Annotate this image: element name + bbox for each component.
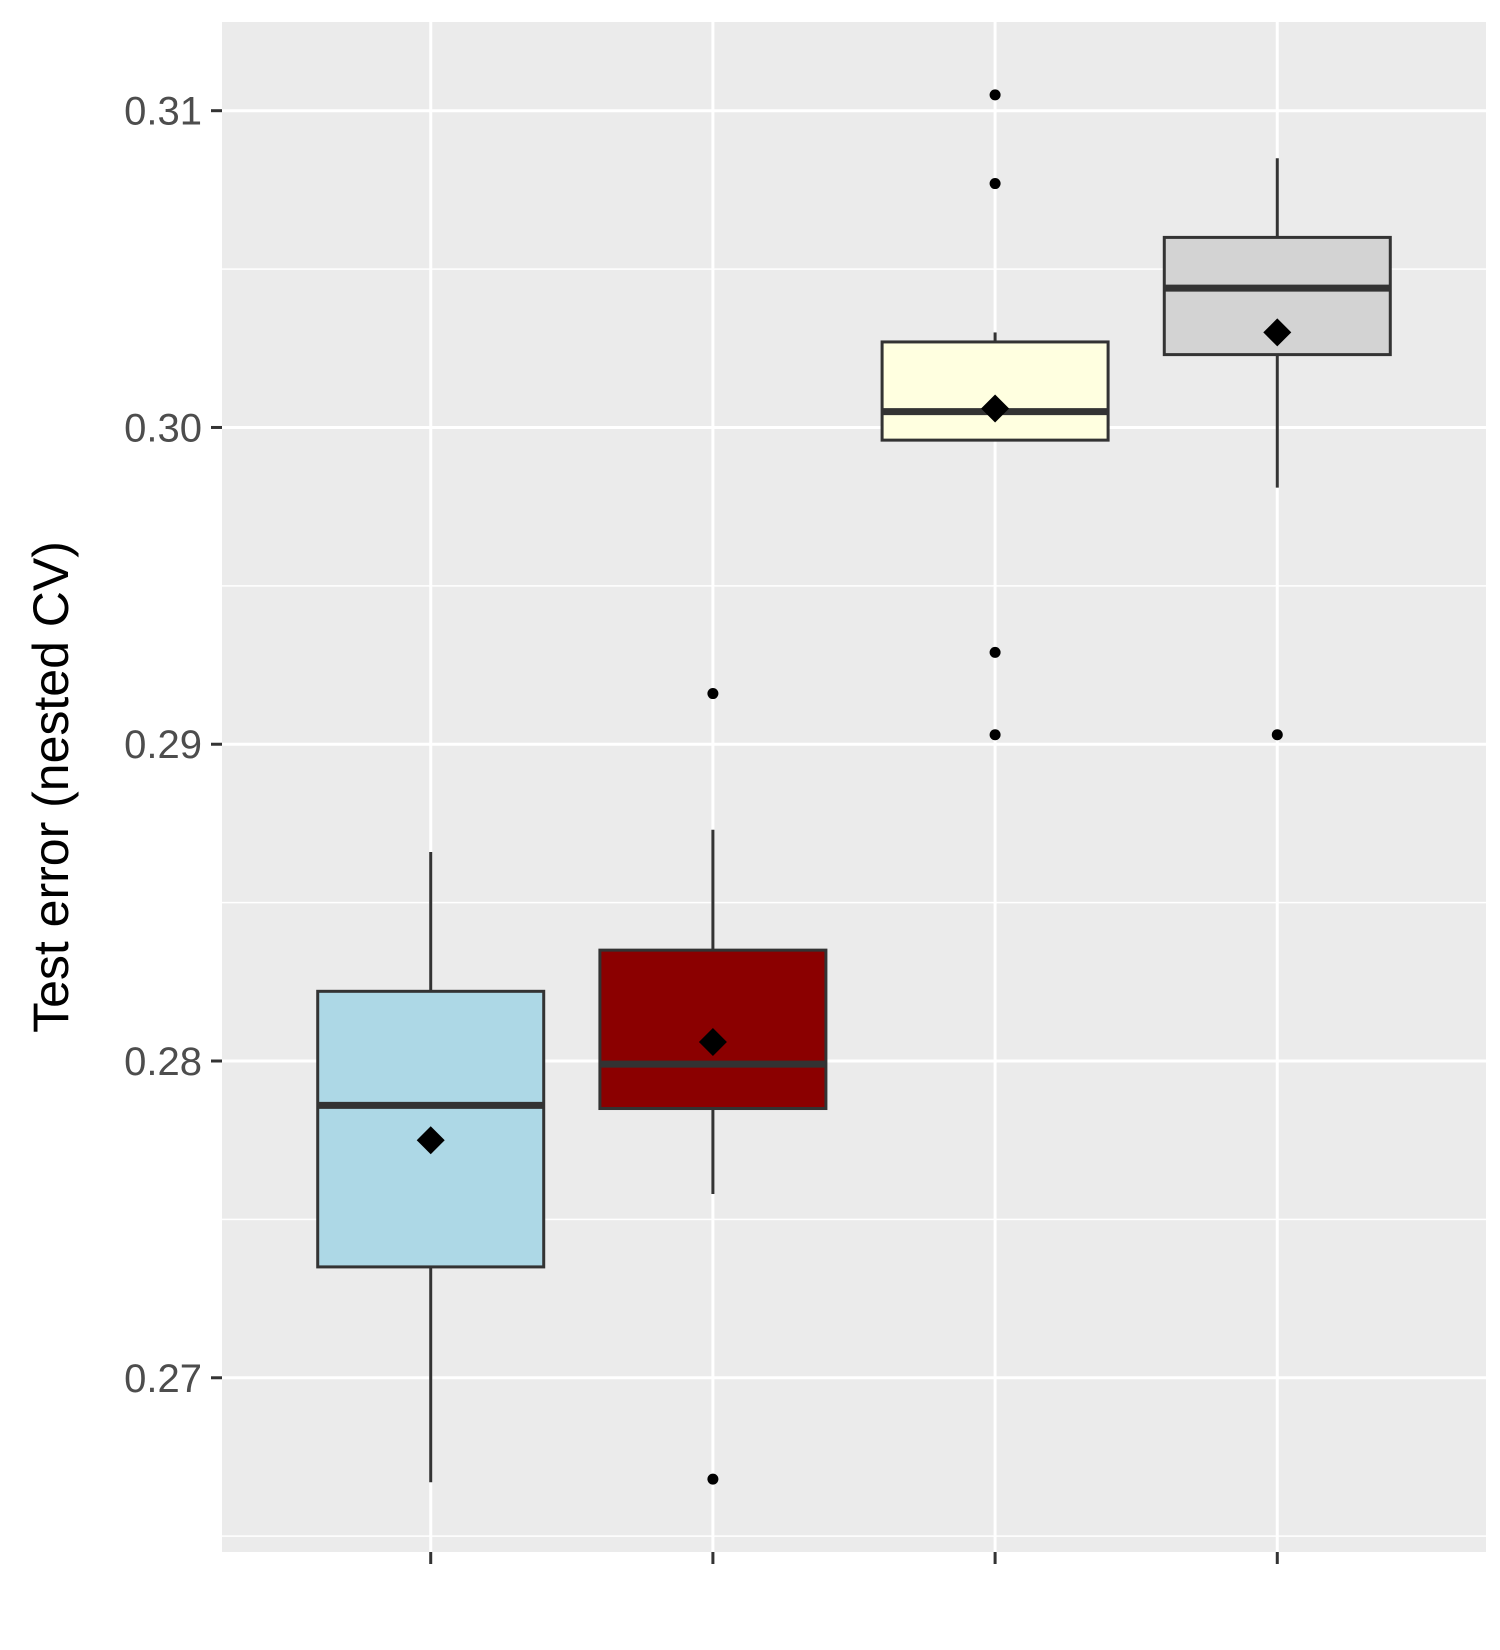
x-axis <box>429 1552 1279 1564</box>
box-group <box>1162 158 1392 741</box>
y-axis-title: Test error (nested CV) <box>23 541 79 1033</box>
box-group <box>598 688 828 1485</box>
outlier-point <box>989 646 1001 658</box>
box-group <box>880 89 1110 741</box>
mean-marker <box>981 394 1010 423</box>
mean-marker <box>416 1126 445 1155</box>
y-tick-label: 0.28 <box>124 1040 202 1084</box>
outlier-point <box>707 1473 719 1485</box>
y-tick-label: 0.31 <box>124 90 202 134</box>
y-tick-label: 0.27 <box>124 1357 202 1401</box>
box-iqr <box>880 340 1110 442</box>
outlier-point <box>989 178 1001 190</box>
y-tick-label: 0.29 <box>124 723 202 767</box>
outlier-point <box>1271 729 1283 741</box>
y-tick-label: 0.30 <box>124 406 202 450</box>
box-group <box>316 851 546 1483</box>
outlier-point <box>989 729 1001 741</box>
outlier-point <box>989 89 1001 101</box>
boxes <box>316 89 1392 1485</box>
y-axis: 0.27 0.28 0.29 0.30 0.31 <box>124 90 222 1401</box>
mean-marker <box>1263 318 1292 347</box>
mean-marker <box>698 1028 727 1056</box>
outlier-point <box>707 688 719 700</box>
